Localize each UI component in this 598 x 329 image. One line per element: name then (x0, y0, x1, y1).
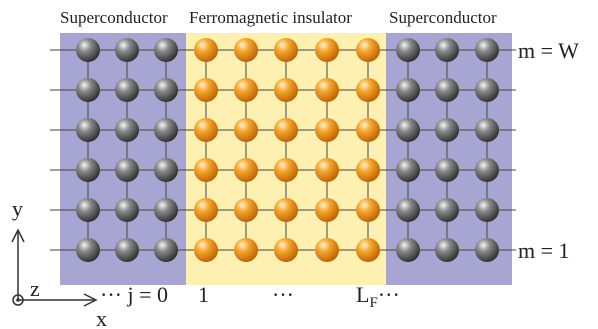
sc-site (154, 118, 178, 142)
sc-site (396, 38, 420, 62)
fi-site (194, 238, 218, 262)
sc-site (475, 158, 499, 182)
sc-site (115, 38, 139, 62)
column-label: 1 (198, 282, 209, 307)
page: Superconductor Ferromagnetic insulator S… (0, 0, 598, 329)
fi-site (315, 78, 339, 102)
sc-site (475, 38, 499, 62)
sc-site (396, 238, 420, 262)
fi-site (194, 38, 218, 62)
sc-site (76, 238, 100, 262)
fi-site (274, 198, 298, 222)
sc-site (435, 78, 459, 102)
sc-site (396, 198, 420, 222)
sc-site (115, 158, 139, 182)
sc-site (115, 238, 139, 262)
fi-site (194, 198, 218, 222)
axis-label: y (12, 196, 23, 221)
row-label: m = W (518, 38, 579, 63)
fi-site (315, 198, 339, 222)
region-label: Superconductor (60, 8, 168, 27)
axis-label: x (96, 306, 107, 329)
sc-site (76, 78, 100, 102)
sc-site (396, 158, 420, 182)
fi-site (315, 38, 339, 62)
fi-site (356, 198, 380, 222)
fi-site (315, 118, 339, 142)
sc-site (76, 198, 100, 222)
fi-site (274, 78, 298, 102)
sc-site (475, 118, 499, 142)
fi-site (274, 158, 298, 182)
lf-main: L (356, 282, 369, 307)
column-label: ··· (272, 282, 294, 307)
row-label: m = 1 (518, 238, 570, 263)
sc-site (115, 198, 139, 222)
fi-site (194, 158, 218, 182)
sc-site (435, 238, 459, 262)
fi-site (356, 38, 380, 62)
fi-site (234, 38, 258, 62)
fi-site (194, 78, 218, 102)
sc-site (154, 238, 178, 262)
fi-site (356, 118, 380, 142)
fi-site (274, 238, 298, 262)
fi-site (234, 78, 258, 102)
sc-site (76, 38, 100, 62)
sc-site (475, 78, 499, 102)
region-label: Superconductor (389, 8, 497, 27)
fi-site (356, 158, 380, 182)
fi-site (274, 38, 298, 62)
lf-suffix: ··· (378, 282, 400, 307)
sc-site (154, 38, 178, 62)
fi-site (194, 118, 218, 142)
fi-site (234, 118, 258, 142)
sc-site (115, 78, 139, 102)
fi-site (234, 198, 258, 222)
sc-site (154, 198, 178, 222)
axis-label: z (30, 276, 40, 301)
sc-site (475, 198, 499, 222)
sc-site (435, 198, 459, 222)
sc-site (435, 118, 459, 142)
fi-site (234, 238, 258, 262)
sc-site (115, 118, 139, 142)
sc-site (76, 118, 100, 142)
sc-site (396, 78, 420, 102)
sc-site (435, 38, 459, 62)
sc-site (154, 78, 178, 102)
sc-site (154, 158, 178, 182)
fi-site (315, 238, 339, 262)
fi-site (234, 158, 258, 182)
z-dot (16, 298, 20, 302)
diagram: Superconductor Ferromagnetic insulator S… (0, 0, 598, 329)
sc-site (396, 118, 420, 142)
sc-site (435, 158, 459, 182)
column-label: ··· j = 0 (100, 282, 168, 307)
region-label: Ferromagnetic insulator (189, 8, 352, 27)
fi-site (274, 118, 298, 142)
lf-sub: F (369, 295, 377, 311)
sc-site (475, 238, 499, 262)
fi-site (356, 238, 380, 262)
sc-site (76, 158, 100, 182)
fi-site (315, 158, 339, 182)
column-label: LF··· (356, 282, 400, 311)
fi-site (356, 78, 380, 102)
